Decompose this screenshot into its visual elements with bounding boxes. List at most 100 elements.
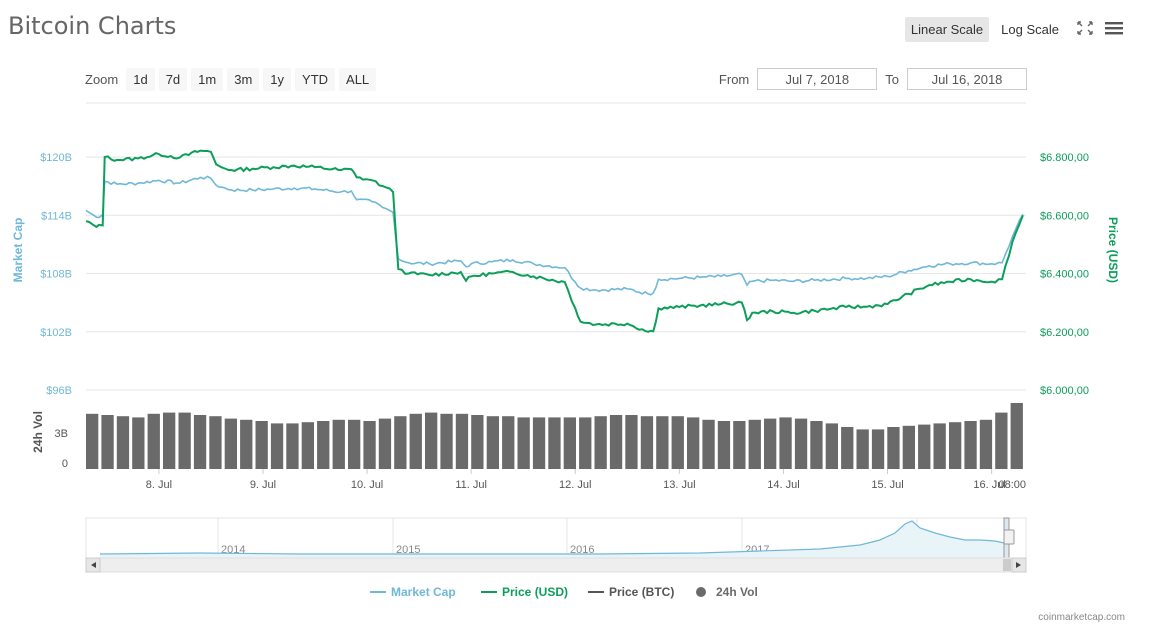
navigator-year-label: 2015 — [396, 544, 420, 556]
navigator-year-label: 2017 — [745, 544, 769, 556]
legend-swatch — [696, 587, 706, 597]
x-tick-label: 8. Jul — [146, 479, 172, 491]
volume-bar — [1010, 403, 1023, 469]
volume-bar — [378, 418, 392, 469]
from-label: From — [718, 71, 750, 87]
volume-bar — [810, 421, 823, 469]
zoom-all-button[interactable]: ALL — [339, 68, 377, 91]
volume-bar — [471, 415, 484, 469]
zoom-7d-button[interactable]: 7d — [158, 68, 188, 91]
volume-bar — [502, 416, 515, 469]
date-range: From To — [719, 68, 1027, 90]
legend-item[interactable]: Market Cap — [391, 585, 456, 599]
volume-bar — [193, 415, 207, 469]
linear-scale-button[interactable]: Linear Scale — [904, 17, 990, 42]
log-scale-button[interactable]: Log Scale — [1001, 22, 1059, 37]
navigator-line — [99, 520, 1005, 555]
volume-bar — [270, 423, 284, 469]
market-cap-line — [85, 175, 1024, 296]
volume-tick-label: 3B — [55, 428, 68, 440]
volume-bar — [871, 429, 885, 469]
fullscreen-icon[interactable] — [1077, 20, 1093, 39]
legend-item[interactable]: 24h Vol — [716, 585, 758, 599]
volume-bar — [794, 418, 808, 469]
left-tick-label: $120B — [40, 152, 72, 164]
x-tick-label: 15. Jul — [871, 479, 903, 491]
x-tick-label: 12. Jul — [559, 479, 591, 491]
volume-bar — [717, 421, 731, 469]
to-date-input[interactable] — [907, 68, 1027, 90]
volume-bar — [332, 419, 345, 469]
scroll-left-button — [85, 557, 101, 573]
volume-bar — [86, 413, 99, 469]
volume-bar — [163, 412, 176, 469]
volume-bar — [887, 427, 900, 469]
scale-toolbar: Linear Scale Log Scale — [904, 17, 1123, 42]
zoom-ytd-button[interactable]: YTD — [295, 68, 336, 91]
navigator-year-label: 2014 — [221, 544, 245, 556]
zoom-3m-button[interactable]: 3m — [227, 68, 260, 91]
x-tick-label: 10. Jul — [351, 479, 383, 491]
volume-bar — [132, 417, 145, 469]
volume-bar — [116, 416, 130, 469]
x-tick-label: 16. Jul — [973, 479, 1005, 491]
volume-bar — [579, 417, 592, 469]
zoom-1d-button[interactable]: 1d — [126, 68, 155, 91]
zoom-1m-button[interactable]: 1m — [191, 68, 224, 91]
volume-bar — [440, 413, 453, 469]
zoom-1y-button[interactable]: 1y — [263, 68, 292, 91]
left-tick-label: $96B — [46, 385, 72, 397]
volume-bar — [517, 417, 530, 469]
navigator-selection — [1003, 517, 1010, 559]
from-date-input[interactable] — [757, 68, 878, 90]
price-usd-line — [85, 149, 1024, 333]
x-tick-label: 13. Jul — [663, 479, 695, 491]
volume-bar — [486, 416, 499, 469]
legend-item[interactable]: Price (USD) — [502, 585, 568, 599]
volume-bar — [348, 419, 361, 469]
volume-bar — [409, 413, 422, 469]
volume-bar — [687, 417, 700, 469]
right-tick-label: $6.000,00 — [1040, 385, 1089, 397]
volume-bar — [563, 417, 576, 469]
volume-bar — [455, 413, 469, 469]
volume-bar — [101, 415, 114, 469]
volume-bar — [255, 421, 268, 469]
legend-item[interactable]: Price (BTC) — [609, 585, 674, 599]
scrollbar-thumb — [1003, 559, 1011, 571]
volume-bar — [856, 429, 869, 469]
right-tick-label: $6.800,00 — [1040, 152, 1089, 164]
volume-bar — [779, 417, 792, 469]
volume-bar — [548, 417, 561, 469]
zoom-label: Zoom — [85, 72, 119, 87]
navigator-year-label: 2016 — [570, 544, 594, 556]
volume-bar — [286, 423, 299, 469]
volume-bar — [425, 412, 438, 469]
volume-bar — [532, 417, 546, 469]
zoom-bar: Zoom 1d 7d 1m 3m 1y YTD ALL — [85, 68, 377, 91]
right-tick-label: $6.600,00 — [1040, 210, 1089, 222]
volume-bar — [594, 416, 607, 469]
navigator-frame — [85, 517, 1027, 559]
volume-bar — [656, 416, 669, 469]
volume-bar — [178, 412, 191, 469]
hamburger-menu-icon[interactable] — [1105, 20, 1123, 39]
navigator-area — [100, 521, 1004, 558]
volume-bar — [609, 415, 623, 469]
x-tick-label: 9. Jul — [250, 479, 276, 491]
volume-bar — [733, 421, 746, 469]
right-axis-title: Price (USD) — [1106, 217, 1120, 283]
scroll-right-button — [1011, 557, 1027, 573]
navigator-handle — [1003, 529, 1015, 545]
volume-bar — [625, 415, 638, 469]
volume-bar — [748, 419, 761, 469]
volume-bar — [902, 425, 915, 469]
volume-bar — [918, 424, 931, 469]
volume-bar — [933, 423, 946, 469]
x-tick-label: 08:00 — [998, 479, 1026, 491]
volume-bar — [841, 427, 854, 469]
x-tick-label: 14. Jul — [767, 479, 799, 491]
left-tick-label: $102B — [40, 327, 72, 339]
volume-bar — [317, 421, 330, 469]
